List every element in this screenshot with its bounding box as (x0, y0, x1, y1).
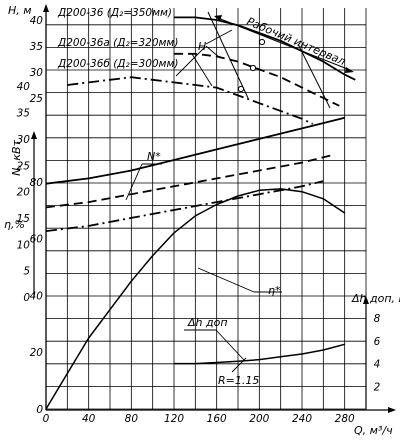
n-axis-arrow (31, 131, 37, 139)
h-leader-3 (175, 47, 205, 77)
npsh-leader (215, 329, 245, 361)
npsh-axis-label: Δh доп, м (351, 292, 400, 305)
H-curve-1 (174, 52, 340, 107)
optimum-point-0 (258, 38, 266, 46)
pump-label-2: Д200-36б (Д₂=300мм) (57, 58, 179, 70)
pump-label-1: Д200-36а (Д₂=320мм) (57, 37, 178, 49)
eta-tick-label: 60 (30, 234, 44, 246)
n-tick-label: 20 (17, 187, 31, 199)
x-axis-arrow (388, 407, 396, 413)
eta-curve-0 (45, 188, 346, 410)
eta-leader (197, 267, 255, 293)
h-leader-4 (191, 53, 213, 87)
N-curve-2 (45, 180, 324, 232)
x-axis-label: Q, м³/ч (354, 424, 393, 437)
n-curve-label: N* (147, 150, 161, 163)
n-tick-label: 35 (17, 108, 31, 120)
h-tick-label: 40 (30, 15, 44, 27)
h-leader-1 (205, 29, 233, 45)
h-tick-label: 35 (30, 41, 44, 53)
npsh-axis-arrow (363, 296, 369, 304)
npsh-tick-label: 4 (374, 359, 381, 371)
H-curve-0 (174, 16, 356, 81)
grid (45, 8, 367, 410)
x-tick-label: 200 (249, 413, 269, 425)
x-tick-label: 280 (335, 413, 355, 425)
h-tick-label: 30 (30, 67, 44, 79)
impeller-label: R=1.15 (218, 374, 259, 387)
working-interval-arrow-left (214, 15, 222, 21)
n-tick-label: 40 (17, 81, 31, 93)
working-interval-right (297, 43, 331, 109)
y-axis-arrow (43, 4, 49, 12)
npsh-tick-label: 2 (374, 381, 381, 393)
eta-tick-label: 0 (36, 404, 43, 416)
n-tick-label: 10 (17, 239, 31, 251)
npsh-tick-label: 6 (374, 336, 381, 348)
npsh-curve-0 (174, 343, 345, 365)
marks (125, 11, 354, 373)
eta-tick-label: 40 (30, 290, 44, 302)
x-tick-label: 240 (292, 413, 312, 425)
x-tick-label: 120 (164, 413, 184, 425)
N-curve-1 (45, 153, 335, 209)
n-tick-label: 15 (17, 213, 31, 225)
working-interval-left (207, 11, 249, 99)
n-tick-label: 25 (17, 160, 31, 172)
npsh-curve-label: Δh доп (187, 316, 228, 329)
x-tick-label: 160 (207, 413, 227, 425)
n-leader (125, 163, 143, 201)
n-axis-label: N, кВт (10, 139, 23, 175)
impeller-leader (231, 357, 247, 373)
h-axis-label: H, м (8, 4, 32, 17)
working-interval-arrow-right (345, 67, 354, 73)
eta-tick-label: 20 (30, 347, 44, 359)
working-interval-arrowline (217, 17, 351, 71)
h-curve-label: H (198, 40, 206, 53)
n-tick-label: 30 (17, 134, 31, 146)
curves (45, 16, 356, 410)
npsh-tick-label: 8 (374, 313, 381, 325)
N-curve-0 (45, 116, 345, 185)
H-curve-2 (67, 76, 314, 125)
eta-tick-label: 80 (30, 177, 44, 189)
pump-label-0: Д200-36 (Д₂=350мм) (57, 7, 172, 19)
eta-axis-label: η,% (4, 218, 25, 231)
eta-curve-label: η* (268, 284, 281, 297)
optimum-point-2 (237, 85, 245, 93)
h-tick-label: 25 (30, 93, 44, 105)
n-tick-label: 0 (23, 292, 30, 304)
axes (31, 4, 396, 413)
h-leader-2 (205, 45, 221, 59)
x-tick-label: 80 (125, 413, 139, 425)
n-tick-label: 5 (23, 266, 30, 278)
x-tick-label: 0 (43, 413, 50, 425)
optimum-point-1 (249, 64, 257, 72)
x-tick-label: 40 (82, 413, 96, 425)
